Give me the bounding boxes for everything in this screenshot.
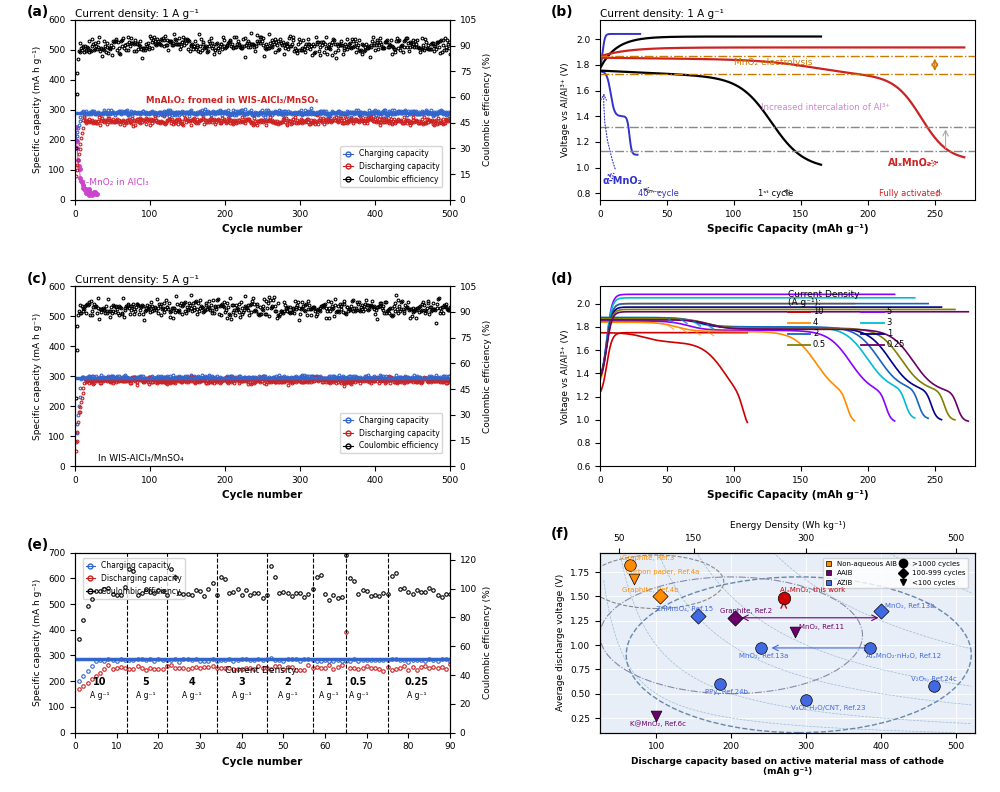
Y-axis label: Coulombic efficiency (%): Coulombic efficiency (%) [483, 320, 492, 432]
Point [798, 694, 814, 706]
Text: In WIS-AlCl₃/MnSO₄: In WIS-AlCl₃/MnSO₄ [98, 453, 183, 463]
Text: K@MnO₂, Ref.6c: K@MnO₂, Ref.6c [630, 720, 686, 727]
Y-axis label: Voltage vs Al/Al³⁺ (V): Voltage vs Al/Al³⁺ (V) [561, 63, 570, 157]
X-axis label: Cycle number: Cycle number [222, 757, 303, 767]
Text: α-MnO₂: α-MnO₂ [603, 177, 643, 186]
Text: 10: 10 [813, 307, 823, 316]
X-axis label: Energy Density (Wh kg⁻¹): Energy Density (Wh kg⁻¹) [730, 521, 845, 531]
Text: 0.5: 0.5 [350, 677, 367, 687]
Text: 4: 4 [188, 677, 195, 687]
Text: MnAlₓO₂ fromed in WIS-AlCl₃/MnSO₄: MnAlₓO₂ fromed in WIS-AlCl₃/MnSO₄ [146, 95, 319, 105]
Text: V₂O₅·H₂O/CNT, Ref.23: V₂O₅·H₂O/CNT, Ref.23 [791, 705, 866, 711]
Text: A g⁻¹: A g⁻¹ [407, 691, 426, 700]
Text: 4: 4 [813, 318, 818, 327]
Text: 5: 5 [142, 677, 149, 687]
Point [862, 642, 878, 654]
Text: (c): (c) [26, 272, 47, 286]
Y-axis label: Coulombic efficiency (%): Coulombic efficiency (%) [483, 53, 492, 166]
Y-axis label: Specific capacity (mA h g⁻¹): Specific capacity (mA h g⁻¹) [33, 46, 42, 173]
Text: A g⁻¹: A g⁻¹ [278, 691, 297, 700]
Text: (a): (a) [26, 6, 48, 19]
Point [926, 680, 942, 692]
Text: Graphite, Ref.2: Graphite, Ref.2 [720, 608, 772, 614]
Point [787, 626, 803, 638]
Legend: Charging capacity, Discharging capacity, Coulombic efficiency: Charging capacity, Discharging capacity,… [83, 558, 185, 599]
Point [873, 604, 889, 617]
Text: A g⁻¹: A g⁻¹ [136, 691, 156, 700]
Text: AlₓMnO₂: AlₓMnO₂ [888, 158, 932, 169]
Text: Increased intercalation of Al³⁺: Increased intercalation of Al³⁺ [761, 103, 890, 112]
Y-axis label: Average discharge voltage (V): Average discharge voltage (V) [556, 574, 565, 711]
Text: A g⁻¹: A g⁻¹ [349, 691, 368, 700]
Text: A g⁻¹: A g⁻¹ [90, 691, 110, 700]
Text: Current density: 5 A g⁻¹: Current density: 5 A g⁻¹ [75, 276, 199, 285]
Text: 2: 2 [284, 677, 291, 687]
Text: 5: 5 [887, 307, 892, 316]
Point [712, 678, 728, 691]
Legend: Charging capacity, Discharging capacity, Coulombic efficiency: Charging capacity, Discharging capacity,… [340, 147, 442, 187]
Text: (f): (f) [551, 527, 570, 541]
Legend: Non-aqueous AIB, AAIB, AZIB, >1000 cycles, 100-999 cycles, <100 cycles: Non-aqueous AIB, AAIB, AZIB, >1000 cycle… [823, 558, 968, 588]
X-axis label: Discharge capacity based on active material mass of cathode
(mAh g⁻¹): Discharge capacity based on active mater… [631, 757, 944, 776]
Text: Current Density:: Current Density: [225, 666, 299, 676]
Text: (d): (d) [551, 272, 574, 286]
Y-axis label: Coulombic efficiency (%): Coulombic efficiency (%) [483, 586, 492, 699]
Text: A g⁻¹: A g⁻¹ [182, 691, 201, 700]
Text: Carbon paper, Ref.4a: Carbon paper, Ref.4a [626, 569, 700, 575]
Text: (A g⁻¹):: (A g⁻¹): [788, 298, 820, 307]
Text: V₂O₅, Ref.24c: V₂O₅, Ref.24c [911, 676, 957, 682]
Legend: Charging capacity, Discharging capacity, Coulombic efficiency: Charging capacity, Discharging capacity,… [340, 413, 442, 453]
Text: 3: 3 [887, 318, 892, 327]
Text: ZnMn₂O₄, Ref.15: ZnMn₂O₄, Ref.15 [656, 606, 713, 612]
Point [776, 592, 792, 604]
Text: Graphite, Ref.4b: Graphite, Ref.4b [622, 587, 679, 592]
Text: 0.25: 0.25 [887, 340, 905, 349]
Point [753, 642, 769, 654]
Text: PPy, Ref.24b: PPy, Ref.24b [705, 689, 748, 695]
Y-axis label: Voltage vs Al/Al³⁺ (V): Voltage vs Al/Al³⁺ (V) [561, 329, 570, 424]
Text: Current density: 1 A g⁻¹: Current density: 1 A g⁻¹ [75, 9, 199, 19]
Point [727, 611, 743, 624]
Text: 0.25: 0.25 [405, 677, 429, 687]
Text: 40ᵗʰ cycle: 40ᵗʰ cycle [638, 189, 678, 198]
Point [648, 710, 664, 722]
Text: MnO₂ electrolysis: MnO₂ electrolysis [734, 59, 812, 67]
Point [690, 610, 706, 623]
Text: MnO₂, Ref.13a: MnO₂, Ref.13a [739, 653, 788, 659]
Text: MnO₂, Ref.11: MnO₂, Ref.11 [799, 624, 844, 630]
Text: 2: 2 [813, 329, 818, 338]
Y-axis label: Specific capacity (mA h g⁻¹): Specific capacity (mA h g⁻¹) [33, 313, 42, 440]
Text: (b): (b) [551, 6, 574, 19]
Text: α-MnO₂ in AlCl₃: α-MnO₂ in AlCl₃ [80, 177, 149, 187]
Text: 10: 10 [93, 677, 107, 687]
Point [652, 590, 668, 603]
Text: (e): (e) [26, 538, 48, 552]
Text: 0.5: 0.5 [813, 340, 826, 349]
Point [622, 559, 638, 572]
X-axis label: Specific Capacity (mAh g⁻¹): Specific Capacity (mAh g⁻¹) [707, 490, 868, 501]
Text: AlₓMnO₂, this work: AlₓMnO₂, this work [780, 587, 845, 592]
Text: A g⁻¹: A g⁻¹ [319, 691, 339, 700]
X-axis label: Cycle number: Cycle number [222, 490, 303, 501]
Text: Fully activated: Fully activated [879, 189, 940, 198]
Point [626, 573, 642, 585]
Text: 1: 1 [887, 329, 892, 338]
Text: A g⁻¹: A g⁻¹ [232, 691, 251, 700]
X-axis label: Specific Capacity (mAh g⁻¹): Specific Capacity (mAh g⁻¹) [707, 224, 868, 234]
Text: 3: 3 [238, 677, 245, 687]
Y-axis label: Specific capacity (mA h g⁻¹): Specific capacity (mA h g⁻¹) [33, 579, 42, 706]
Text: AlₓMnO₂·nH₂O, Ref.12: AlₓMnO₂·nH₂O, Ref.12 [866, 653, 941, 659]
Text: Current Density: Current Density [788, 290, 859, 299]
Text: Graphite, Ref.3: Graphite, Ref.3 [622, 555, 675, 562]
Text: 1: 1 [326, 677, 333, 687]
Text: MnO₂, Ref.13b: MnO₂, Ref.13b [885, 603, 934, 609]
Text: Current density: 1 A g⁻¹: Current density: 1 A g⁻¹ [600, 9, 724, 19]
X-axis label: Cycle number: Cycle number [222, 224, 303, 234]
Text: 1ˢᵗ cycle: 1ˢᵗ cycle [758, 189, 793, 198]
